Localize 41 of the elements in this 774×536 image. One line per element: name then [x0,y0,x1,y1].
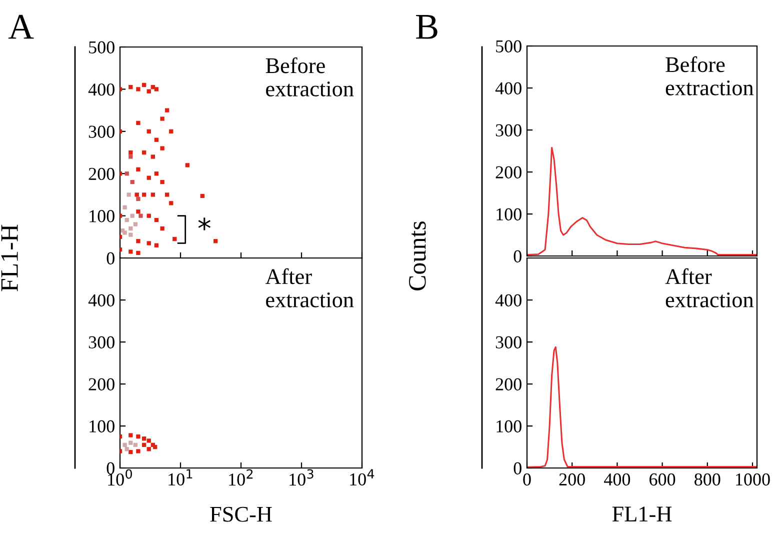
x-tick-label: 800 [694,473,720,486]
y-tick-label: 300 [88,126,114,138]
y-tick-label: 400 [495,82,522,94]
x-tick-label: 0 [523,473,531,486]
y-tick-label: 500 [89,41,114,54]
y-tick-label: 200 [88,168,114,180]
y-tick-label: 100 [496,208,522,220]
x-tick-label: 10$^{3}$ [290,469,314,486]
y-tick-label: 400 [495,294,522,306]
y-tick-label: 300 [88,336,114,348]
x-tick-label: 10$^{4}$ [350,469,374,486]
x-tick-label: 600 [650,473,676,486]
y-tick-label: 400 [88,83,114,96]
y-tick-label: 200 [88,378,114,390]
annotation: After extraction [265,268,354,308]
x-tick-label: 400 [604,473,630,486]
y-tick-label: 0 [514,250,522,262]
chart-title: A [8,14,34,39]
annotation: * [198,218,210,230]
x-axis-title: FL1-H [612,506,672,522]
y-tick-label: 400 [88,294,114,306]
y-axis-title: FL1-H [1,224,18,292]
x-tick-label: 1000 [736,473,770,486]
y-tick-label: 100 [90,420,114,432]
y-tick-label: 200 [496,166,522,178]
x-axis-title: FSC-H [210,506,272,522]
chart-title: B [416,15,438,39]
y-tick-label: 100 [496,420,522,432]
y-tick-label: 500 [496,40,522,52]
y-axis-title: Counts [409,221,426,290]
annotation: Before extraction [666,56,754,96]
x-tick-label: 10$^{2}$ [229,469,253,486]
x-tick-label: 200 [559,473,585,486]
annotation: Before extraction [266,57,354,96]
annotation: After extraction [665,268,754,308]
y-tick-label: 100 [90,210,114,222]
y-tick-label: 200 [496,378,522,390]
y-tick-label: 300 [496,336,522,348]
x-tick-label: 10$^{1}$ [168,469,192,486]
y-tick-label: 300 [496,124,522,136]
y-tick-label: 0 [106,252,114,264]
